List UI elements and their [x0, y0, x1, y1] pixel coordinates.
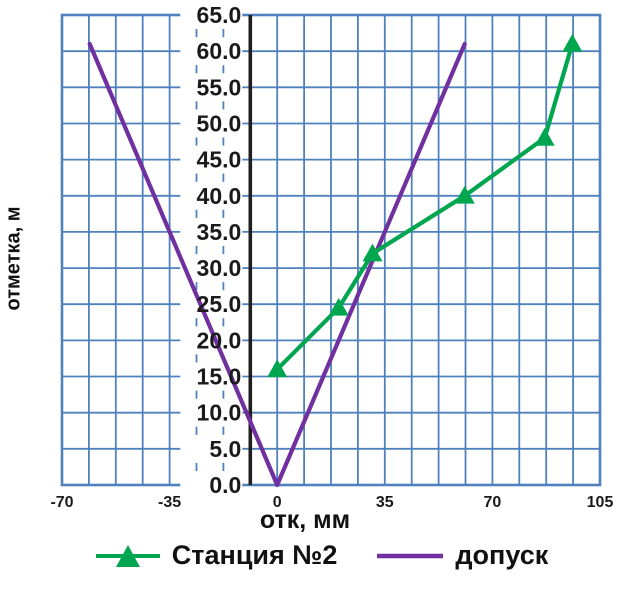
y-tick-label: 30.0 [197, 255, 242, 281]
legend-swatch-tolerance [377, 553, 444, 558]
series-0-markers [267, 33, 583, 378]
y-tick-label: 60.0 [197, 38, 242, 64]
y-tick-label: 0.0 [209, 472, 241, 498]
legend-item-tolerance: допуск [375, 540, 548, 571]
y-tick-label: 45.0 [197, 147, 242, 173]
legend-item-station: Станция №2 [94, 540, 338, 571]
x-tick-label: 35 [376, 494, 394, 511]
x-axis-title: отк, мм [259, 506, 351, 534]
legend: Станция №2 допуск [0, 540, 642, 571]
series-0-line [275, 41, 575, 372]
y-tick-labels: 0.0 5.0 10.0 15.0 20.0 25.0 30.0 35.0 40.0 45.0 50… [197, 2, 242, 498]
legend-label-station: Станция №2 [171, 540, 338, 570]
legend-triangle-marker-icon [115, 544, 140, 567]
y-tick-label: 35.0 [197, 219, 242, 245]
y-tick-label: 25.0 [197, 291, 242, 317]
x-gridlines [61, 15, 601, 485]
y-tick-label: 40.0 [197, 183, 242, 209]
series-1-line [87, 41, 467, 488]
x-tick-label: -70 [50, 494, 73, 511]
x-tick-label: 70 [484, 494, 502, 511]
x-tick-labels: -70 -35 0 35 70 105 [50, 494, 613, 511]
x-tick-label: -35 [158, 494, 181, 511]
y-tick-label: 55.0 [197, 74, 242, 100]
y-tick-label: 15.0 [197, 364, 242, 390]
plot-border [60, 13, 602, 487]
y-tick-label: 50.0 [197, 110, 242, 136]
y-tick-label: 10.0 [197, 400, 242, 426]
y-tick-label: 20.0 [197, 327, 242, 353]
y-tick-label: 65.0 [197, 2, 242, 28]
legend-label-tolerance: допуск [455, 540, 549, 570]
x-tick-label: 105 [587, 494, 614, 511]
legend-swatch-station [95, 544, 160, 567]
y-tick-label-backgrounds [180, 1, 243, 499]
y-axis-title: отметка, м [2, 206, 25, 311]
x-tick-label: 0 [273, 494, 282, 511]
y-tick-label: 5.0 [209, 436, 241, 462]
